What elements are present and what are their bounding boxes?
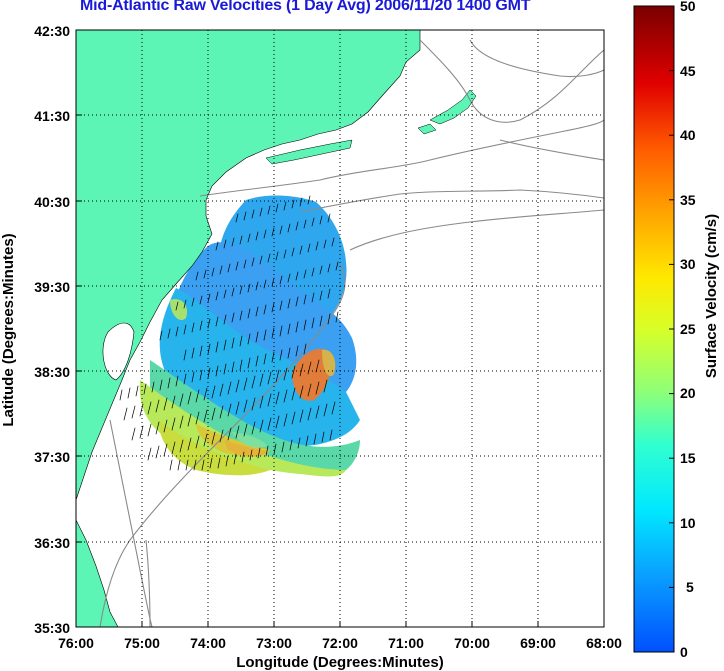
colorbar-tick-label: 45 (680, 63, 696, 79)
x-tick-label: 72:00 (322, 635, 358, 651)
x-tick-label: 75:00 (124, 635, 160, 651)
colorbar (633, 5, 675, 653)
colorbar-tick-label: 35 (680, 192, 696, 208)
colorbar-tick-label: 40 (680, 127, 696, 143)
map-title: Mid-Atlantic Raw Velocities (1 Day Avg) … (80, 0, 531, 14)
tick-marks (75, 29, 605, 628)
grid-lines (76, 30, 604, 627)
velocity-field (139, 195, 360, 477)
colorbar-label: Surface Velocity (cm/s) (703, 214, 720, 378)
colorbar-tick-label: 25 (680, 321, 696, 337)
y-tick-label: 40:30 (34, 194, 70, 210)
y-tick-label: 39:30 (34, 279, 70, 295)
land (76, 30, 477, 627)
colorbar-tick-label: 20 (680, 385, 696, 401)
colorbar-tick-label: 30 (680, 256, 696, 272)
x-tick-label: 76:00 (58, 635, 94, 651)
colorbar-tick-label: 0 (680, 644, 688, 660)
x-tick-label: 73:00 (256, 635, 292, 651)
y-tick-label: 41:30 (34, 108, 70, 124)
colorbar-tick-label: 10 (680, 515, 696, 531)
bathymetry-contours (99, 39, 604, 627)
x-tick-labels: 76:00 75:00 74:00 73:00 72:00 71:00 70:0… (58, 635, 622, 651)
y-axis-label: Latitude (Degrees:Minutes) (0, 233, 17, 426)
colorbar-tick-labels: 50 45 40 35 30 25 20 15 10 5 0 (680, 0, 696, 660)
y-tick-label: 36:30 (34, 535, 70, 551)
x-tick-label: 71:00 (388, 635, 424, 651)
x-tick-label: 74:00 (190, 635, 226, 651)
y-tick-label: 42:30 (34, 23, 70, 39)
x-tick-label: 69:00 (520, 635, 556, 651)
velocity-vectors (119, 195, 339, 471)
colorbar-ticks (669, 5, 674, 588)
y-tick-label: 38:30 (34, 364, 70, 380)
y-tick-labels: 42:30 41:30 40:30 39:30 38:30 37:30 36:3… (34, 23, 70, 636)
colorbar-tick-label: 50 (680, 0, 696, 14)
y-tick-label: 37:30 (34, 449, 70, 465)
y-tick-label: 35:30 (34, 620, 70, 636)
x-tick-label: 68:00 (586, 635, 622, 651)
x-tick-label: 70:00 (454, 635, 490, 651)
colorbar-tick-label: 5 (686, 579, 694, 595)
colorbar-tick-label: 15 (680, 450, 696, 466)
x-axis-label: Longitude (Degrees:Minutes) (236, 654, 444, 671)
